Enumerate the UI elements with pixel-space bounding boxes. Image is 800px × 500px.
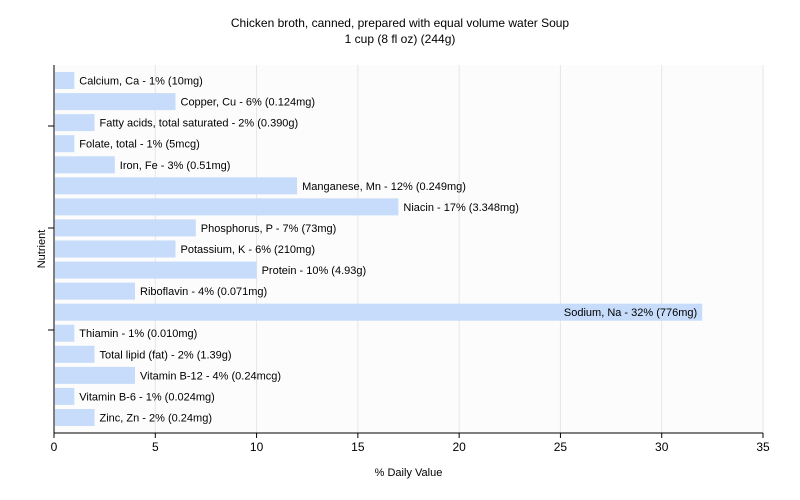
bar-label: Zinc, Zn - 2% (0.24mg) bbox=[100, 413, 212, 425]
bar-label: Vitamin B-12 - 4% (0.24mcg) bbox=[140, 370, 281, 382]
bar bbox=[55, 366, 135, 384]
bar bbox=[55, 240, 176, 258]
x-tick-label: 0 bbox=[51, 440, 58, 454]
bar-label: Thiamin - 1% (0.010mg) bbox=[79, 328, 197, 340]
bar bbox=[55, 177, 298, 195]
chart-subtitle: 1 cup (8 fl oz) (244g) bbox=[344, 32, 456, 46]
x-tick-label: 5 bbox=[152, 440, 159, 454]
gridlines bbox=[154, 65, 764, 433]
bar bbox=[55, 156, 115, 174]
bar-label: Total lipid (fat) - 2% (1.39g) bbox=[100, 349, 232, 361]
bar-label: Vitamin B-6 - 1% (0.024mg) bbox=[79, 391, 215, 403]
x-tick-label: 10 bbox=[250, 440, 264, 454]
bar bbox=[55, 219, 196, 237]
bar bbox=[55, 303, 703, 321]
bar bbox=[55, 409, 95, 426]
bar-label: Sodium, Na - 32% (776mg) bbox=[564, 307, 697, 319]
bar-label: Folate, total - 1% (5mcg) bbox=[79, 139, 199, 151]
bar-label: Copper, Cu - 6% (0.124mg) bbox=[181, 97, 316, 109]
bar-label: Calcium, Ca - 1% (10mg) bbox=[79, 76, 202, 88]
bar bbox=[55, 93, 176, 111]
bar-label: Protein - 10% (4.93g) bbox=[262, 265, 367, 277]
x-tick-label: 15 bbox=[351, 440, 365, 454]
bar-label: Fatty acids, total saturated - 2% (0.390… bbox=[100, 118, 299, 130]
bar bbox=[55, 387, 75, 405]
x-tick-label: 30 bbox=[655, 440, 669, 454]
chart-title: Chicken broth, canned, prepared with equ… bbox=[230, 16, 570, 30]
bar-label: Manganese, Mn - 12% (0.249mg) bbox=[302, 181, 466, 193]
bar bbox=[55, 114, 95, 132]
x-tick-label: 20 bbox=[452, 440, 466, 454]
bar bbox=[55, 135, 75, 153]
bar bbox=[55, 324, 75, 342]
bar bbox=[55, 282, 135, 300]
bar bbox=[55, 261, 257, 279]
y-axis-title: Nutrient bbox=[36, 230, 48, 269]
bar-label: Phosphorus, P - 7% (73mg) bbox=[201, 223, 337, 235]
x-tick-label: 35 bbox=[756, 440, 770, 454]
bar bbox=[55, 72, 75, 89]
bar bbox=[55, 198, 399, 216]
bar-label: Niacin - 17% (3.348mg) bbox=[403, 202, 519, 214]
bar-label: Riboflavin - 4% (0.071mg) bbox=[140, 286, 267, 298]
bars: Calcium, Ca - 1% (10mg) Copper, Cu - 6% (… bbox=[55, 72, 703, 426]
bar-label: Iron, Fe - 3% (0.51mg) bbox=[120, 160, 231, 172]
bar bbox=[55, 345, 95, 363]
x-tick-label: 25 bbox=[554, 440, 568, 454]
bar-label: Potassium, K - 6% (210mg) bbox=[181, 244, 316, 256]
axes: 0 5 10 15 20 25 30 35 bbox=[48, 65, 770, 454]
x-axis-title: % Daily Value bbox=[375, 467, 443, 479]
